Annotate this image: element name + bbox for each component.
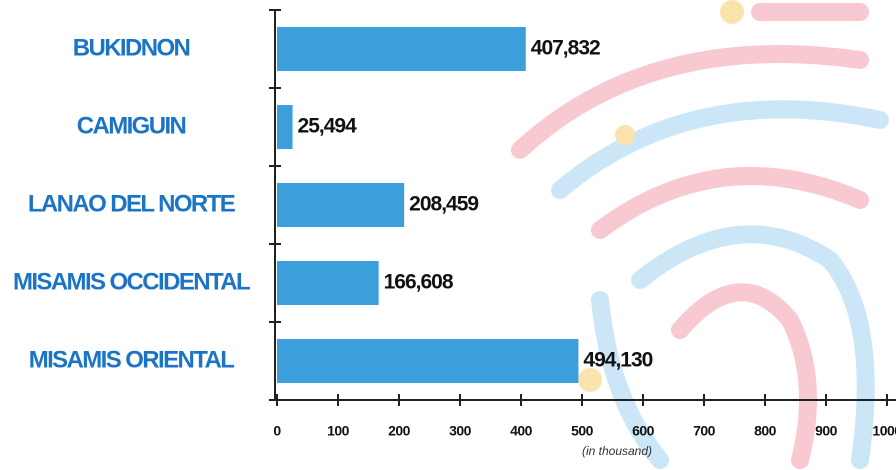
x-tick-label: 600 [632, 423, 655, 439]
x-tick-label: 900 [815, 423, 838, 439]
x-tick-label: 700 [693, 423, 716, 439]
bar [277, 105, 293, 149]
background-decoration [511, 0, 889, 469]
x-axis-title: (in thousand) [582, 444, 652, 458]
x-tick-label: 200 [388, 423, 411, 439]
bar [277, 183, 405, 227]
value-label: 208,459 [409, 193, 478, 216]
value-label: 166,608 [384, 271, 454, 294]
category-label: MISAMIS OCCIDENTAL [13, 268, 250, 295]
category-label: BUKIDNON [73, 34, 190, 61]
category-label: MISAMIS ORIENTAL [29, 346, 235, 373]
value-label: 407,832 [531, 37, 600, 60]
value-label: 494,130 [583, 349, 652, 372]
x-tick-label: 400 [510, 423, 533, 439]
bar [277, 339, 579, 383]
x-tick-label: 500 [571, 423, 594, 439]
x-tick-label: 100 [327, 423, 350, 439]
category-label: CAMIGUIN [77, 112, 186, 139]
x-tick-label: 1000 [872, 423, 896, 439]
x-tick-label: 800 [754, 423, 777, 439]
bar [277, 261, 379, 305]
value-label: 25,494 [298, 115, 358, 138]
category-label: LANAO DEL NORTE [28, 190, 236, 217]
x-tick-label: 0 [273, 423, 281, 439]
x-tick-label: 300 [449, 423, 472, 439]
bar [277, 27, 526, 71]
